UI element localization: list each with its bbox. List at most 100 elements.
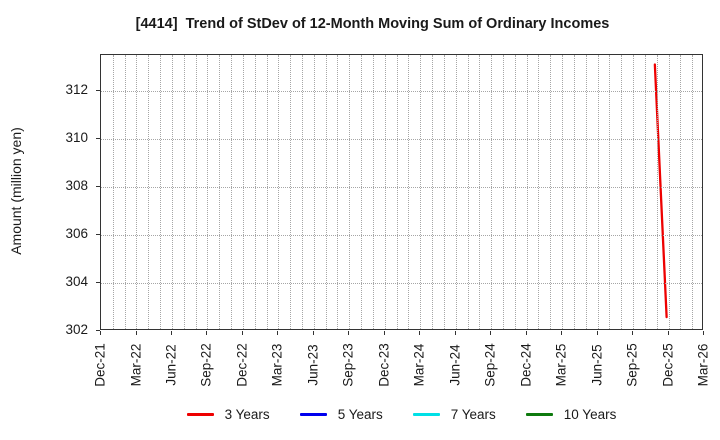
y-tick-label: 302 [65,322,88,337]
horizontal-gridline [101,187,702,188]
vertical-gridline [148,55,150,329]
vertical-gridline [692,55,694,329]
x-tick-mark [667,331,669,335]
x-tick-mark [206,331,208,335]
vertical-gridline [302,55,303,329]
x-tick-label: Dec-22 [234,343,250,387]
y-tick-label: 308 [65,178,88,193]
vertical-gridline [491,55,493,329]
vertical-gridline [396,55,398,329]
vertical-gridline [266,55,268,329]
horizontal-gridline [101,139,702,140]
legend-item: 3 Years [186,406,270,422]
vertical-gridline [313,55,315,329]
legend: 3 Years 5 Years 7 Years 10 Years [100,404,703,424]
vertical-gridline [372,55,374,329]
vertical-gridline [585,55,587,329]
x-tick-label: Jun-24 [447,344,463,386]
legend-item: 10 Years [525,406,617,422]
y-axis-label: Amount (million yen) [8,127,24,255]
x-tick-mark [312,331,314,335]
x-tick-mark [454,331,456,335]
series-lines [653,63,668,319]
vertical-gridline [526,55,528,329]
x-tick-label: Jun-23 [305,344,321,386]
y-tick-label: 312 [65,82,88,97]
vertical-gridline [680,55,682,329]
vertical-gridline [432,55,434,329]
legend-item: 5 Years [299,406,383,422]
vertical-gridline [503,55,504,329]
x-tick-label: Mar-26 [695,343,711,387]
vertical-gridline [160,55,162,329]
x-tick-mark [241,331,243,335]
legend-label: 5 Years [337,406,383,422]
y-tick-mark [96,186,100,187]
vertical-gridline [278,55,280,329]
x-tick-mark [632,331,634,335]
y-tick-mark [96,90,100,91]
x-tick-label: Mar-23 [269,343,285,387]
vertical-gridline [384,55,386,329]
vertical-gridline [479,55,481,329]
x-tick-mark [490,331,492,335]
x-tick-mark [596,331,598,335]
x-tick-label: Mar-22 [128,343,143,387]
x-tick-mark [277,331,279,335]
vertical-gridline [597,55,599,329]
horizontal-gridline [101,91,702,92]
vertical-gridline [420,55,422,329]
x-tick-mark [383,331,385,335]
x-tick-mark [348,331,350,335]
legend-label: 7 Years [450,406,496,422]
vertical-gridline [668,55,670,329]
x-tick-label: Mar-24 [411,343,427,387]
vertical-gridline [573,55,575,329]
x-tick-mark [100,331,101,335]
y-tick-label: 306 [65,226,88,241]
vertical-gridline [455,55,457,329]
vertical-gridline [443,55,445,329]
x-tick-label: Sep-22 [198,343,214,387]
vertical-gridline [337,55,339,329]
legend-item: 7 Years [412,406,496,422]
vertical-gridline [219,55,221,329]
vertical-gridline [254,55,256,329]
legend-label: 3 Years [224,406,270,422]
horizontal-gridline [101,283,702,284]
vertical-gridline [349,55,351,329]
chart-title: [4414] Trend of StDev of 12-Month Moving… [135,16,610,32]
vertical-gridline [562,55,564,329]
x-tick-mark [525,331,527,335]
y-tick-label: 304 [65,274,88,289]
x-tick-mark [170,331,172,335]
vertical-gridline [112,55,114,329]
vertical-gridline [290,55,292,329]
vertical-gridline [171,55,173,329]
vertical-gridline [408,55,410,329]
vertical-gridline [633,55,635,329]
vertical-gridline [514,55,516,329]
x-tick-mark [561,331,563,335]
y-tick-mark [96,282,100,283]
x-tick-label: Dec-24 [518,343,534,387]
vertical-gridline [325,55,327,329]
vertical-gridline [550,55,552,329]
legend-label: 10 Years [563,406,617,422]
x-tick-label: Dec-25 [660,343,675,387]
vertical-gridline [361,55,363,329]
vertical-gridline [136,55,138,329]
horizontal-gridline [101,235,702,236]
y-tick-label: 310 [65,130,88,145]
vertical-gridline [195,55,197,329]
legend-line-swatch [299,412,327,416]
vertical-gridline [644,55,646,329]
x-tick-label: Sep-23 [340,343,356,387]
vertical-gridline [609,55,611,329]
vertical-gridline [183,55,185,329]
x-tick-label: Dec-21 [92,343,108,387]
x-tick-label: Dec-23 [376,343,392,387]
x-tick-mark [419,331,421,335]
x-tick-mark [135,331,137,335]
